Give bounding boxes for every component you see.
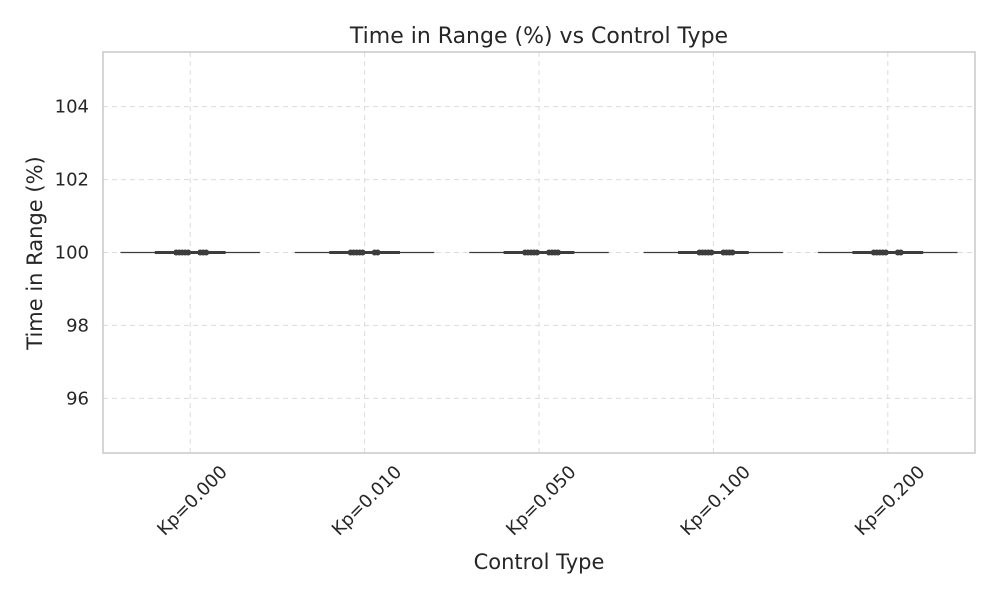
outlier-point: [359, 249, 366, 256]
outlier-points: [173, 249, 904, 256]
x-tick-label: Kp=0.000: [153, 462, 231, 540]
outlier-point: [534, 249, 540, 256]
chart-title: Time in Range (%) vs Control Type: [349, 24, 728, 49]
x-tick-label: Kp=0.200: [851, 462, 929, 540]
x-tick-label: Kp=0.100: [677, 462, 755, 540]
outlier-point: [555, 249, 561, 256]
y-tick-label: 100: [55, 243, 89, 264]
y-tick-labels: 96 98 100 102 104: [55, 97, 89, 410]
outlier-point: [882, 249, 889, 256]
x-axis-label: Control Type: [474, 550, 605, 574]
outlier-point: [374, 249, 381, 256]
outlier-point: [708, 249, 715, 256]
x-tick-label: Kp=0.050: [502, 462, 580, 540]
outlier-point: [729, 249, 736, 256]
y-tick-label: 104: [55, 97, 89, 118]
outlier-point: [203, 249, 210, 256]
outlier-point: [897, 249, 904, 256]
x-tick-label: Kp=0.010: [328, 462, 406, 540]
y-tick-label: 98: [66, 315, 89, 336]
x-tick-labels: Kp=0.000 Kp=0.010 Kp=0.050 Kp=0.100 Kp=0.200: [153, 462, 929, 540]
y-tick-label: 96: [66, 388, 89, 409]
outlier-point: [185, 249, 192, 256]
y-axis-label: Time in Range (%): [23, 156, 47, 350]
plot-frame: [102, 51, 976, 454]
y-tick-label: 102: [55, 170, 89, 191]
